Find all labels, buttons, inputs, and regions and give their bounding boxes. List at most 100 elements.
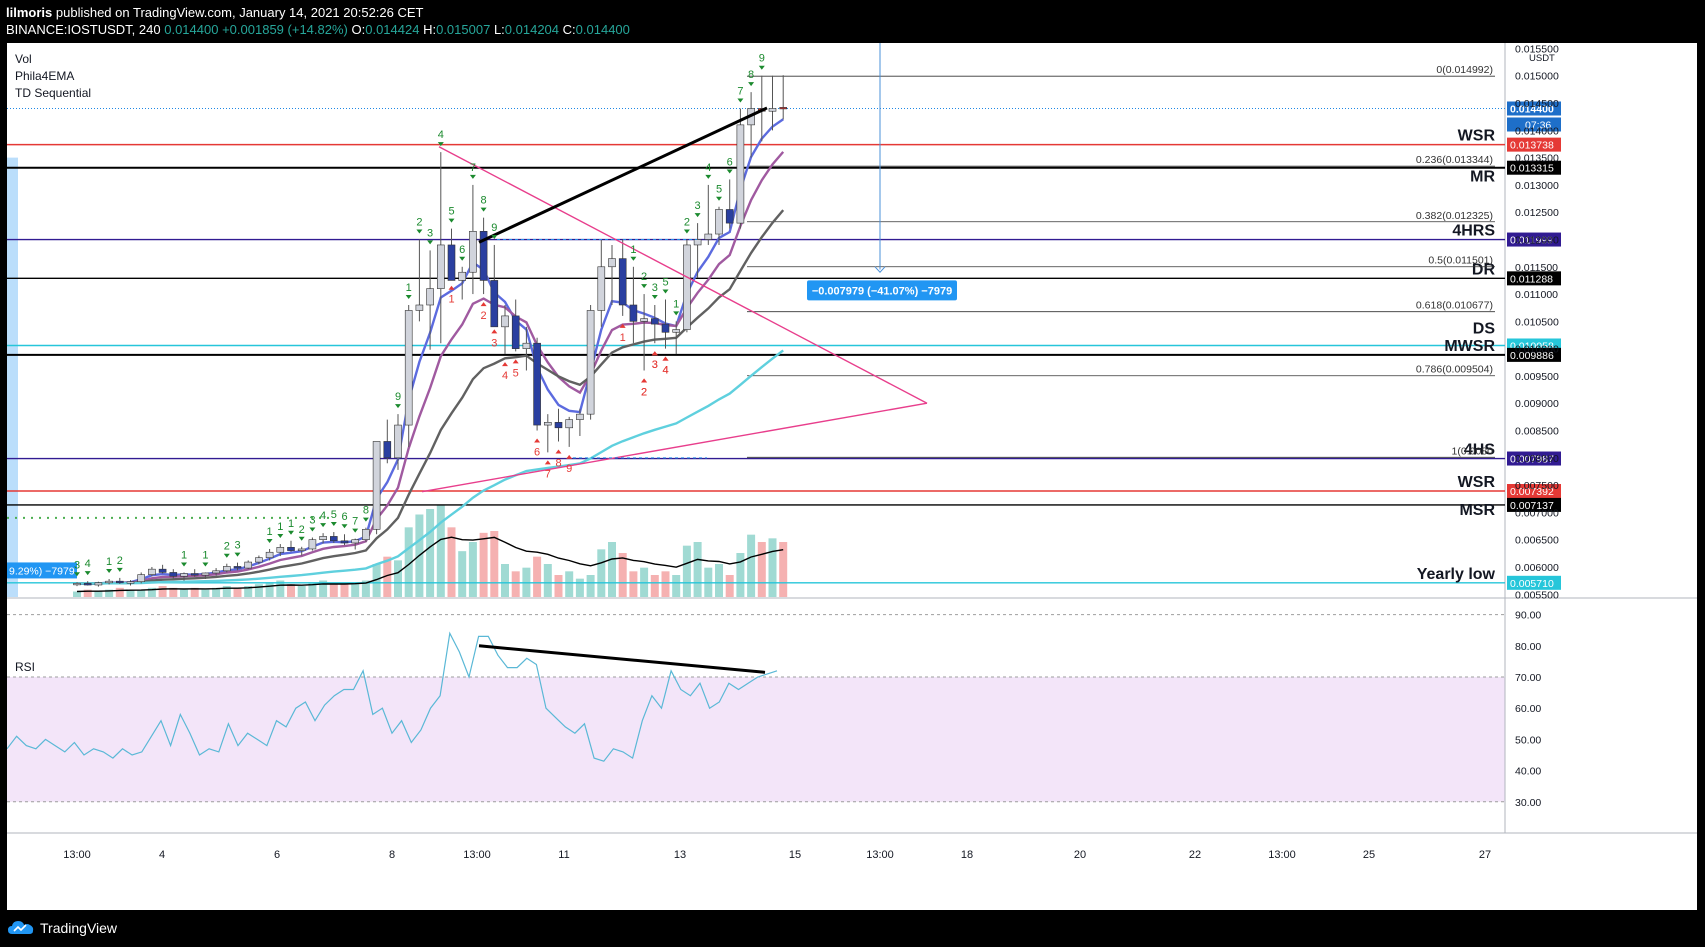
td-sell-marker [352,528,359,533]
level-price-tag-text: 0.011999 [1510,235,1553,247]
volume-bar [233,587,242,597]
legend-vol[interactable]: Vol [15,52,32,66]
td-sell-marker [277,534,284,539]
td-sell-count: 8 [748,69,754,81]
level-label: DS [1473,320,1496,337]
volume-bar [468,542,477,597]
candle-body [511,315,520,349]
price-chart-svg[interactable]: WSR 0.013738 MR 0.013315 4HRS 0.011999 DR 0.011… [7,43,1697,910]
price-tick-label: 0.006000 [1515,562,1559,574]
candle-body [426,288,434,306]
legend-ema[interactable]: Phila4EMA [15,69,75,83]
candle-body [469,231,477,273]
td-sell-marker [437,142,444,147]
volume-bar [308,582,317,597]
td-buy-count: 6 [534,447,540,459]
rsi-band [7,677,1505,802]
level-label: MWSR [1444,338,1495,355]
td-buy-count: 4 [502,370,508,382]
price-tick-label: 0.012000 [1515,234,1559,246]
candle-body [715,209,723,235]
candle-body [415,304,424,311]
current-price-text: 0.014400 [1510,103,1554,115]
time-tick-label: 4 [159,849,165,861]
td-sell-marker [395,404,401,409]
volume-bar [779,542,788,597]
indicator-legend: Vol Phila4EMA TD Sequential [15,51,91,102]
td-sell-count: 2 [684,216,690,228]
candle-body [640,318,648,322]
price-tick-label: 0.009500 [1515,371,1559,383]
candle-body [543,422,552,426]
time-tick-label: 8 [389,849,395,861]
rsi-line [7,631,778,762]
td-sell-marker [416,229,423,234]
rsi-tick-label: 70.00 [1515,672,1541,684]
candle-body [586,310,595,415]
candle-body [576,413,584,420]
td-sell-marker [181,562,187,567]
legend-rsi[interactable]: RSI [15,660,36,674]
volume-bar [383,556,392,597]
td-sell-marker [116,567,123,572]
price-tick-label: 0.010000 [1515,344,1559,356]
candle-body [501,315,509,328]
td-buy-count: 7 [545,468,551,480]
volume-bar [608,542,616,597]
td-sell-count: 1 [202,549,208,561]
volume-ma-line [76,536,784,593]
volume-bar [340,584,349,597]
td-sell-marker [480,207,487,212]
td-sell-marker [266,538,273,543]
volume-bar [287,584,295,597]
time-tick-label: 6 [274,849,280,861]
td-sell-count: 1 [267,526,273,538]
td-sell-marker [330,522,337,527]
candle-body [372,441,381,530]
candle-body [597,266,606,311]
candle-body [490,280,499,328]
td-sell-count: 3 [695,200,701,212]
chart-area[interactable]: WSR 0.013738 MR 0.013315 4HRS 0.011999 DR 0.011… [7,43,1697,910]
td-buy-marker [534,438,541,443]
volume-bar [554,575,563,597]
td-sell-count: 1 [673,298,679,310]
publish-header: lilmoris published on TradingView.com, J… [0,0,1705,42]
volume-bar [115,587,124,597]
td-sell-marker [74,572,80,577]
candle-body [319,536,327,540]
price-tick-label: 0.008500 [1515,426,1559,438]
volume-bar [757,542,766,597]
candle-body [629,304,638,322]
symbol-name: BINANCE:IOSTUSDT, 240 [6,22,161,37]
level-price-tag-text: 0.007392 [1510,486,1554,498]
candle-body [683,244,691,330]
td-sell-marker [234,552,241,557]
volume-bar [426,509,435,597]
td-sell-marker [309,527,316,532]
tradingview-logo[interactable]: TradingView [8,920,117,936]
volume-bar [618,553,627,597]
level-label: Yearly low [1417,566,1496,583]
measure-left-box [7,562,77,579]
rsi-legend: RSI [15,659,35,676]
triangle-upper-line [438,146,928,404]
candle-body [340,540,349,544]
candle-body [351,539,360,544]
author-name[interactable]: lilmoris [6,5,53,20]
last-price: 0.014400 [164,22,219,37]
time-tick-label: 15 [789,849,801,861]
volume-bar [597,549,606,597]
price-change: +0.001859 (+14.82%) [222,22,348,37]
volume-bar [265,582,274,597]
candle-body [169,572,178,577]
td-buy-count: 3 [652,359,658,371]
price-tick-label: 0.010500 [1515,316,1559,328]
level-label: 4HRS [1452,223,1495,240]
volume-bar [276,580,285,597]
td-sell-marker [469,174,476,179]
legend-td[interactable]: TD Sequential [15,86,92,100]
rsi-tick-label: 30.00 [1515,797,1541,809]
level-price-tag-text: 0.007987 [1510,454,1554,466]
time-tick-label: 27 [1479,849,1491,861]
